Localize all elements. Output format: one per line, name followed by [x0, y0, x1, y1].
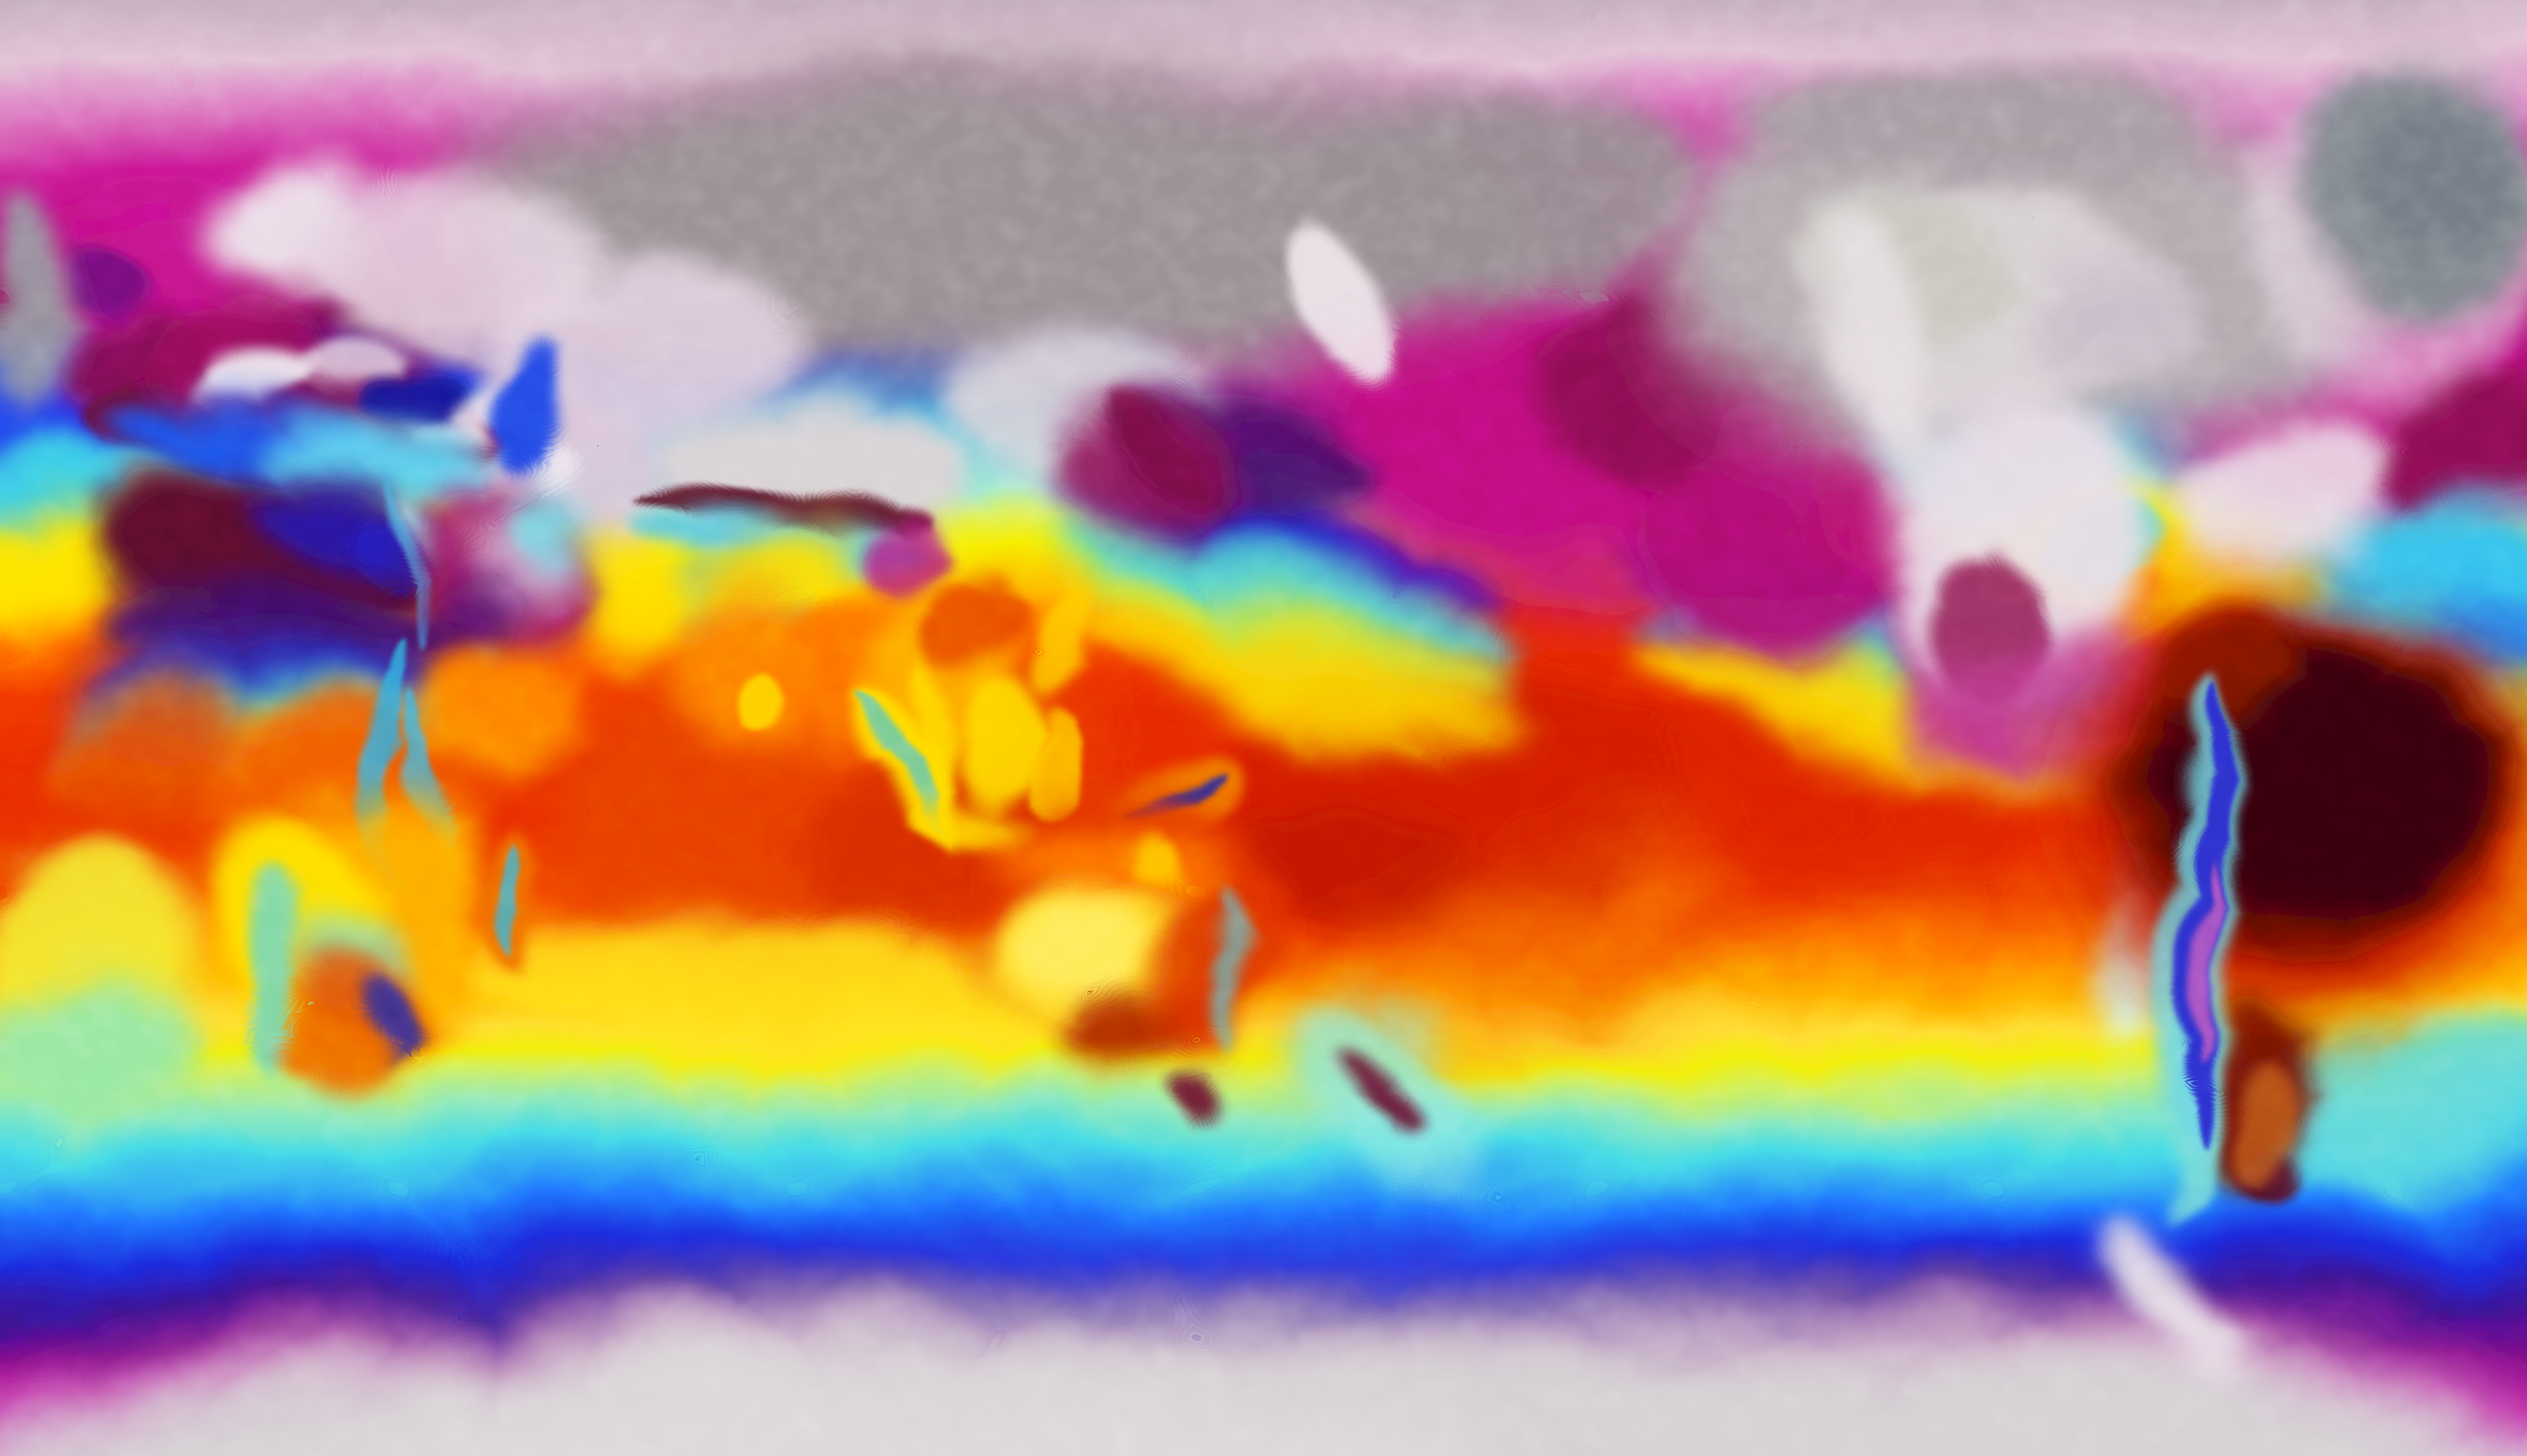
temperature-field-svg — [0, 0, 2527, 1456]
grain-texture — [0, 0, 2527, 1456]
global-temperature-map — [0, 0, 2527, 1456]
